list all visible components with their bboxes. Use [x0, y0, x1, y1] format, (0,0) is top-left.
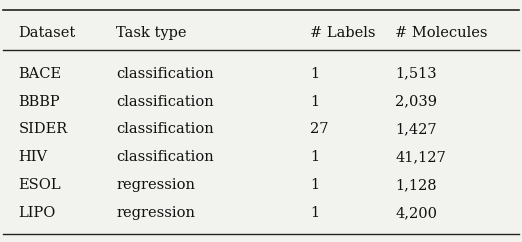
Text: 1: 1: [310, 178, 319, 192]
Text: BBBP: BBBP: [18, 95, 60, 108]
Text: classification: classification: [116, 67, 214, 81]
Text: 1: 1: [310, 206, 319, 220]
Text: 1,128: 1,128: [395, 178, 437, 192]
Text: 1: 1: [310, 67, 319, 81]
Text: 41,127: 41,127: [395, 150, 446, 164]
Text: 2,039: 2,039: [395, 95, 437, 108]
Text: Dataset: Dataset: [18, 26, 76, 40]
Text: # Molecules: # Molecules: [395, 26, 488, 40]
Text: SIDER: SIDER: [18, 122, 67, 136]
Text: HIV: HIV: [18, 150, 48, 164]
Text: classification: classification: [116, 150, 214, 164]
Text: classification: classification: [116, 122, 214, 136]
Text: BACE: BACE: [18, 67, 62, 81]
Text: classification: classification: [116, 95, 214, 108]
Text: # Labels: # Labels: [310, 26, 375, 40]
Text: LIPO: LIPO: [18, 206, 56, 220]
Text: 27: 27: [310, 122, 328, 136]
Text: Task type: Task type: [116, 26, 187, 40]
Text: regression: regression: [116, 178, 195, 192]
Text: 1: 1: [310, 150, 319, 164]
Text: 4,200: 4,200: [395, 206, 437, 220]
Text: 1,427: 1,427: [395, 122, 437, 136]
Text: regression: regression: [116, 206, 195, 220]
Text: ESOL: ESOL: [18, 178, 61, 192]
Text: 1,513: 1,513: [395, 67, 437, 81]
Text: 1: 1: [310, 95, 319, 108]
